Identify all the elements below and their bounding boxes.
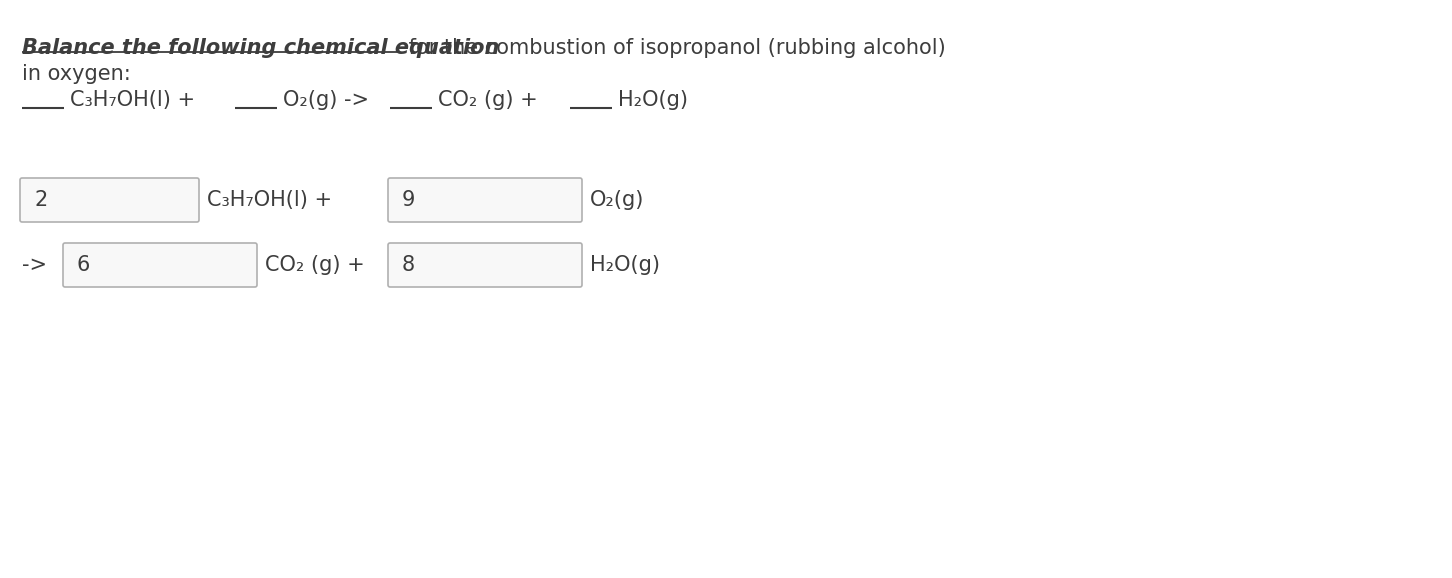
- Text: H₂O(g): H₂O(g): [619, 90, 688, 110]
- FancyBboxPatch shape: [388, 243, 582, 287]
- Text: Balance the following chemical equation: Balance the following chemical equation: [22, 38, 499, 58]
- Text: 9: 9: [402, 190, 415, 210]
- Text: 2: 2: [33, 190, 48, 210]
- FancyBboxPatch shape: [62, 243, 257, 287]
- Text: in oxygen:: in oxygen:: [22, 64, 131, 84]
- FancyBboxPatch shape: [20, 178, 199, 222]
- Text: C₃H₇OH(l) +: C₃H₇OH(l) +: [208, 190, 333, 210]
- Text: C₃H₇OH(l) +: C₃H₇OH(l) +: [70, 90, 195, 110]
- Text: CO₂ (g) +: CO₂ (g) +: [439, 90, 537, 110]
- Text: 6: 6: [77, 255, 90, 275]
- Text: 8: 8: [402, 255, 415, 275]
- FancyBboxPatch shape: [388, 178, 582, 222]
- Text: for the combustion of isopropanol (rubbing alcohol): for the combustion of isopropanol (rubbi…: [402, 38, 945, 58]
- Text: O₂(g): O₂(g): [590, 190, 645, 210]
- Text: CO₂ (g) +: CO₂ (g) +: [266, 255, 364, 275]
- Text: H₂O(g): H₂O(g): [590, 255, 661, 275]
- Text: ->: ->: [22, 255, 46, 275]
- Text: O₂(g) ->: O₂(g) ->: [283, 90, 369, 110]
